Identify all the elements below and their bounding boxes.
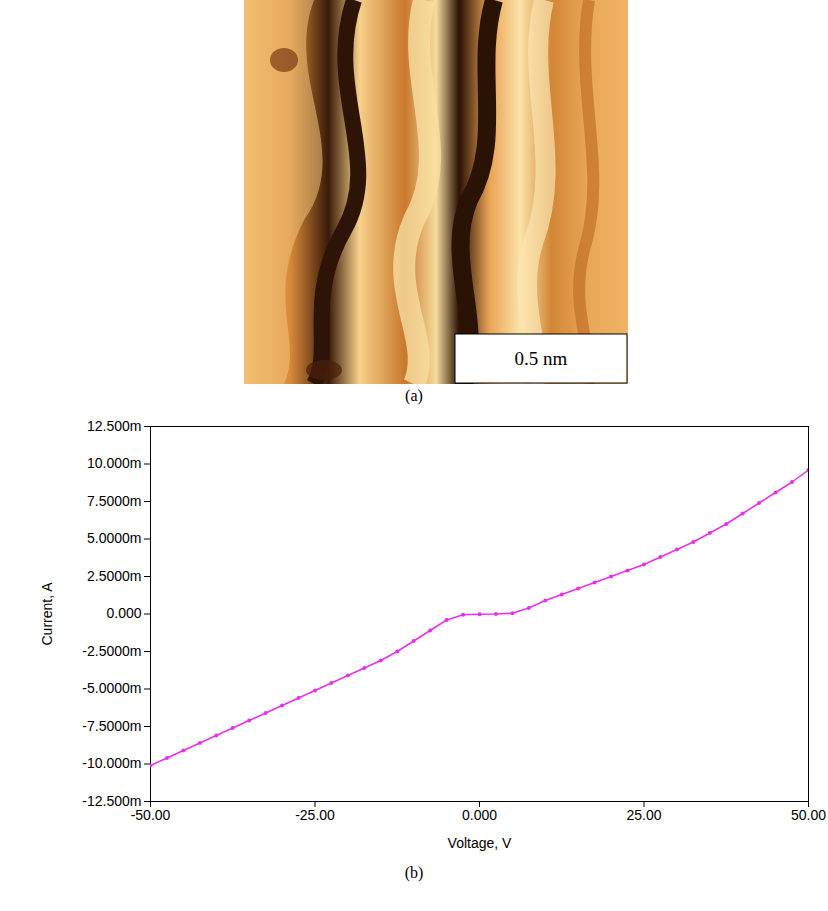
- svg-text:10.000m: 10.000m: [87, 455, 141, 471]
- svg-text:Current, A: Current, A: [39, 582, 55, 646]
- svg-text:-25.00: -25.00: [295, 807, 335, 823]
- svg-text:50.00: 50.00: [791, 807, 826, 823]
- svg-text:0.000: 0.000: [106, 605, 141, 621]
- svg-text:-10.000m: -10.000m: [82, 755, 141, 771]
- svg-text:12.500m: 12.500m: [87, 418, 141, 434]
- svg-text:-7.5000m: -7.5000m: [82, 718, 141, 734]
- svg-text:-12.500m: -12.500m: [82, 793, 141, 809]
- svg-text:0.000: 0.000: [462, 807, 497, 823]
- svg-text:0.5 nm: 0.5 nm: [515, 348, 568, 369]
- svg-text:-50.00: -50.00: [131, 807, 171, 823]
- svg-text:-5.0000m: -5.0000m: [82, 680, 141, 696]
- svg-text:Voltage, V: Voltage, V: [448, 835, 512, 851]
- html-text:(a): (a): [405, 387, 423, 404]
- svg-text:7.5000m: 7.5000m: [87, 493, 141, 509]
- svg-text:2.5000m: 2.5000m: [87, 568, 141, 584]
- svg-text:-2.5000m: -2.5000m: [82, 643, 141, 659]
- svg-text:25.00: 25.00: [626, 807, 661, 823]
- html-text:(b): (b): [404, 864, 424, 881]
- svg-text:5.0000m: 5.0000m: [87, 530, 141, 546]
